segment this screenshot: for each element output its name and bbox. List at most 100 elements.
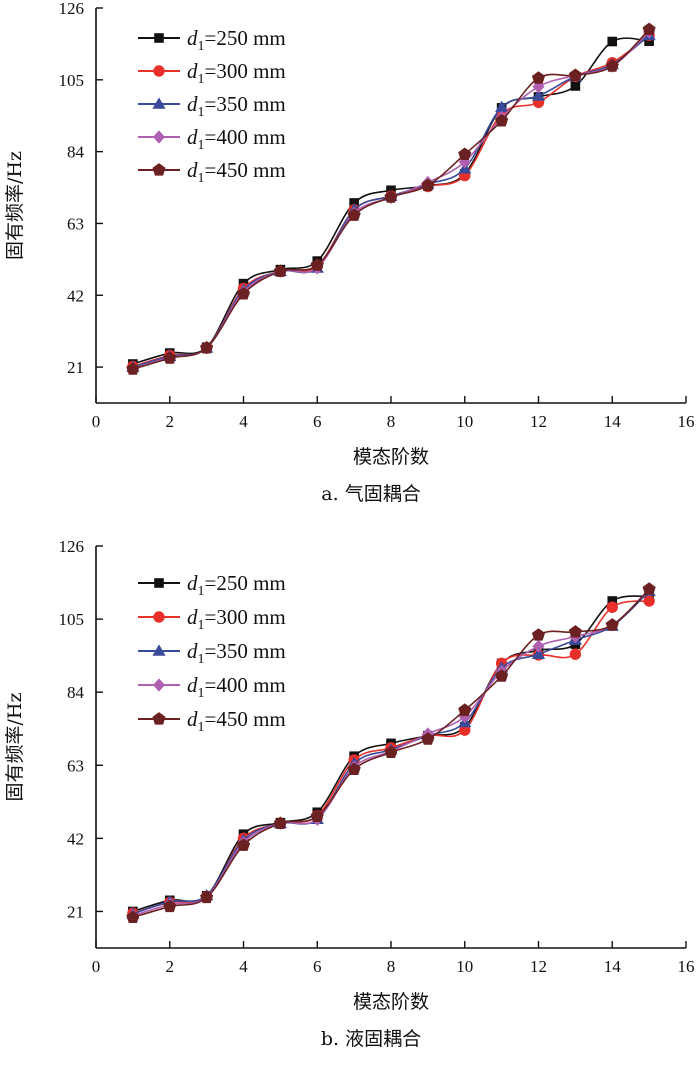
marker-diamond bbox=[153, 130, 165, 144]
y-tick-label: 21 bbox=[67, 902, 84, 921]
marker-triangle bbox=[152, 644, 166, 656]
y-tick-label: 84 bbox=[67, 683, 85, 702]
marker-pentagon bbox=[126, 362, 140, 375]
legend-label: d1=250 mm bbox=[187, 26, 286, 54]
x-tick-label: 2 bbox=[166, 957, 175, 976]
marker-pentagon bbox=[568, 68, 582, 81]
legend-var: d bbox=[187, 26, 198, 50]
marker-pentagon bbox=[126, 910, 140, 923]
legend-rest: =450 mm bbox=[205, 707, 286, 731]
legend-sub: 1 bbox=[198, 652, 205, 667]
legend-sub: 1 bbox=[198, 39, 205, 54]
marker-circle bbox=[153, 65, 165, 77]
marker-pentagon bbox=[605, 618, 619, 631]
y-tick-label: 63 bbox=[67, 756, 84, 775]
legend-var: d bbox=[187, 605, 198, 629]
marker-pentagon bbox=[200, 890, 214, 904]
x-axis-label: 模态阶数 bbox=[353, 991, 429, 1013]
x-tick-label: 2 bbox=[166, 412, 175, 431]
x-tick-label: 10 bbox=[456, 957, 473, 976]
legend-label: d1=400 mm bbox=[187, 125, 286, 153]
x-tick-label: 4 bbox=[239, 412, 248, 431]
legend-var: d bbox=[187, 571, 198, 595]
marker-pentagon bbox=[495, 113, 509, 127]
marker-pentagon bbox=[310, 258, 324, 271]
y-tick-label: 126 bbox=[59, 537, 85, 556]
y-tick-label: 42 bbox=[67, 829, 84, 848]
marker-pentagon bbox=[347, 208, 361, 221]
legend-rest: =250 mm bbox=[205, 571, 286, 595]
legend-label: d1=450 mm bbox=[187, 158, 286, 186]
marker-pentagon bbox=[531, 628, 546, 641]
marker-triangle bbox=[495, 100, 509, 112]
legend-sub: 1 bbox=[198, 138, 205, 153]
marker-pentagon bbox=[568, 625, 582, 638]
legend-rest: =400 mm bbox=[205, 673, 286, 697]
y-tick-label: 105 bbox=[59, 610, 85, 629]
marker-pentagon bbox=[152, 163, 166, 176]
marker-circle bbox=[606, 601, 618, 613]
marker-pentagon bbox=[310, 809, 324, 823]
y-tick-label: 63 bbox=[67, 214, 84, 233]
x-tick-label: 12 bbox=[530, 957, 547, 976]
legend-item: d1=350 mm bbox=[138, 639, 286, 667]
y-axis-label: 固有频率/Hz bbox=[4, 693, 26, 802]
x-tick-label: 16 bbox=[678, 957, 695, 976]
legend-sub: 1 bbox=[198, 105, 205, 120]
legend-item: d1=250 mm bbox=[138, 26, 286, 54]
series-450mm bbox=[126, 22, 656, 375]
legend-rest: =300 mm bbox=[205, 605, 286, 629]
marker-pentagon bbox=[384, 745, 398, 758]
legend-var: d bbox=[187, 125, 198, 149]
x-tick-label: 4 bbox=[239, 957, 248, 976]
marker-pentagon bbox=[605, 59, 619, 72]
marker-pentagon bbox=[421, 732, 435, 745]
legend-sub: 1 bbox=[198, 720, 205, 735]
x-tick-label: 6 bbox=[313, 412, 322, 431]
y-axis-label: 固有频率/Hz bbox=[4, 151, 26, 260]
legend-item: d1=450 mm bbox=[138, 707, 286, 735]
legend-item: d1=350 mm bbox=[138, 92, 286, 120]
legend-item: d1=400 mm bbox=[138, 673, 286, 701]
chart-caption: a. 气固耦合 bbox=[321, 483, 420, 505]
legend-label: d1=400 mm bbox=[187, 673, 286, 701]
y-tick-label: 21 bbox=[67, 358, 84, 377]
legend-rest: =350 mm bbox=[205, 639, 286, 663]
legend-item: d1=300 mm bbox=[138, 605, 286, 633]
marker-pentagon bbox=[236, 287, 251, 300]
legend-item: d1=450 mm bbox=[138, 158, 286, 186]
x-tick-label: 0 bbox=[92, 412, 101, 431]
x-tick-label: 14 bbox=[604, 957, 622, 976]
marker-pentagon bbox=[236, 838, 251, 851]
marker-pentagon bbox=[152, 712, 166, 725]
marker-pentagon bbox=[531, 71, 546, 84]
legend-var: d bbox=[187, 639, 198, 663]
marker-pentagon bbox=[458, 703, 472, 716]
marker-pentagon bbox=[495, 669, 509, 682]
marker-pentagon bbox=[642, 582, 656, 595]
legend-var: d bbox=[187, 59, 198, 83]
legend-rest: =400 mm bbox=[205, 125, 286, 149]
legend-sub: 1 bbox=[198, 584, 205, 599]
legend-rest: =350 mm bbox=[205, 92, 286, 116]
x-axis-label: 模态阶数 bbox=[353, 446, 429, 468]
marker-square bbox=[154, 578, 164, 588]
marker-square bbox=[349, 198, 359, 208]
legend-var: d bbox=[187, 707, 198, 731]
x-tick-label: 8 bbox=[387, 412, 396, 431]
marker-square bbox=[644, 36, 654, 46]
marker-diamond bbox=[458, 709, 471, 724]
chart-a: 21 42 63 84 105 126 0 2 4 6 8 10 12 14 16 模态阶数 a. 气固耦合 固有… bbox=[4, 0, 695, 505]
x-tick-label: 16 bbox=[678, 412, 695, 431]
y-tick-label: 42 bbox=[67, 286, 84, 305]
marker-square bbox=[607, 596, 618, 606]
marker-pentagon bbox=[273, 816, 287, 829]
marker-pentagon bbox=[200, 341, 214, 354]
x-tick-label: 0 bbox=[92, 957, 101, 976]
marker-diamond bbox=[153, 678, 165, 692]
marker-diamond bbox=[532, 639, 545, 653]
legend-label: d1=350 mm bbox=[187, 639, 286, 667]
marker-pentagon bbox=[642, 22, 656, 36]
marker-square bbox=[607, 36, 618, 47]
x-tick-label: 12 bbox=[530, 412, 547, 431]
